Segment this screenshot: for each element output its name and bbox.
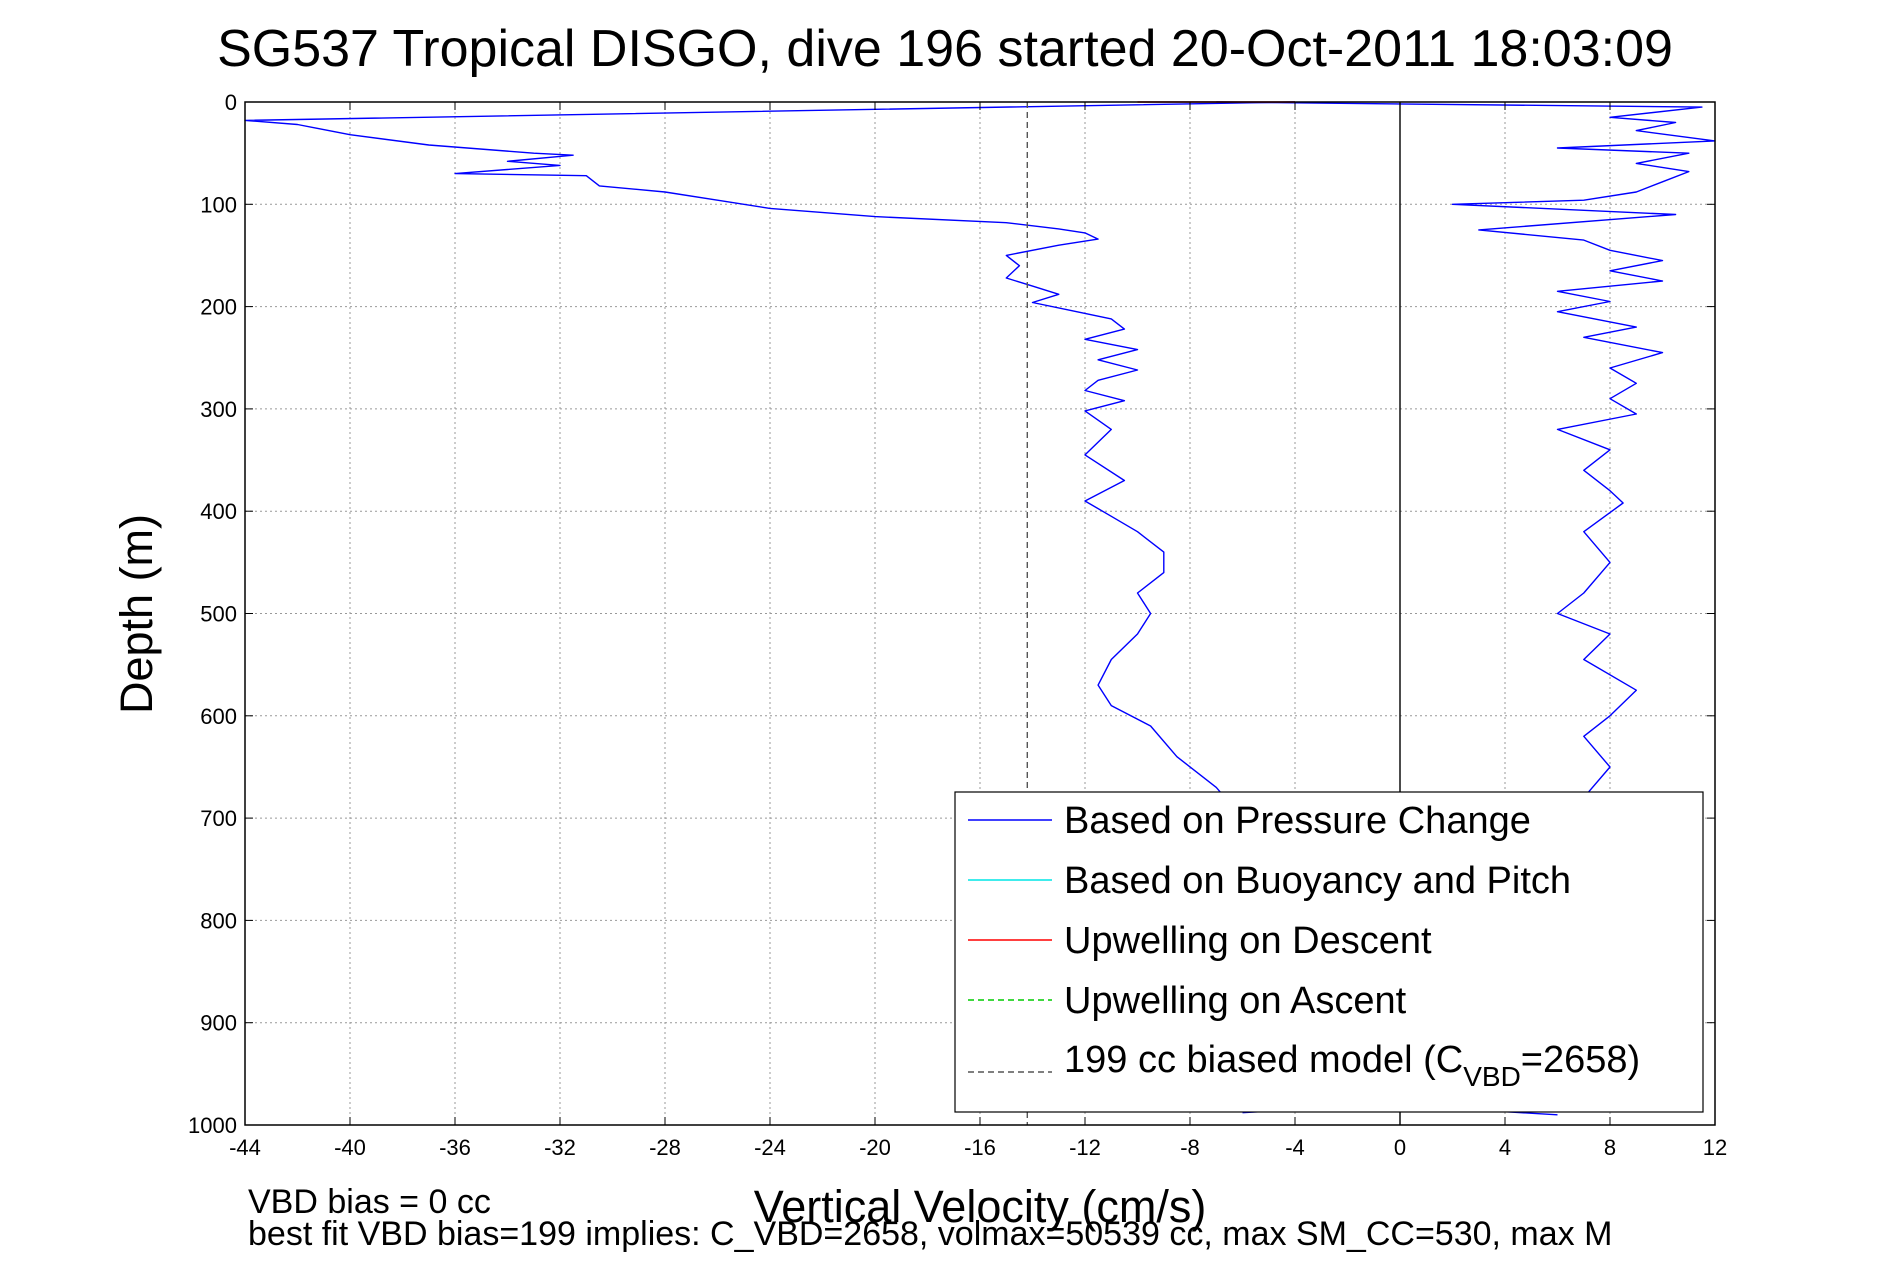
x-tick-label: 8 xyxy=(1604,1135,1616,1160)
x-tick-label: -40 xyxy=(334,1135,366,1160)
x-tick-label: -20 xyxy=(859,1135,891,1160)
x-tick-label: -32 xyxy=(544,1135,576,1160)
x-tick-label: -28 xyxy=(649,1135,681,1160)
y-tick-label: 900 xyxy=(200,1011,237,1036)
y-tick-label: 500 xyxy=(200,602,237,627)
legend-label-ascent: Upwelling on Ascent xyxy=(1064,980,1407,1022)
y-tick-label: 800 xyxy=(200,908,237,933)
y-tick-label: 100 xyxy=(200,192,237,217)
x-tick-label: -44 xyxy=(229,1135,261,1160)
legend: Based on Pressure Change Based on Buoyan… xyxy=(954,791,1704,1113)
y-axis-label: Depth (m) xyxy=(111,514,162,714)
y-tick-label: 1000 xyxy=(188,1113,237,1138)
x-tick-label: -4 xyxy=(1285,1135,1305,1160)
legend-label-buoyancy: Based on Buoyancy and Pitch xyxy=(1064,860,1571,902)
y-tick-label: 400 xyxy=(200,499,237,524)
series-line-0 xyxy=(244,101,1375,1114)
x-axis-ticks: -44 -40 -36 -32 -28 -24 -20 -16 -12 -8 -4 0 4 8 12 xyxy=(229,102,1727,1160)
series-line-1 xyxy=(1216,101,1716,1116)
legend-label-model-tail: =2658) xyxy=(1521,1039,1640,1081)
y-tick-label: 600 xyxy=(200,704,237,729)
x-tick-label: 0 xyxy=(1394,1135,1406,1160)
y-tick-label: 0 xyxy=(225,90,237,115)
legend-label-model: 199 cc biased model (CVBD=2658) xyxy=(1064,1039,1640,1092)
legend-label-pressure: Based on Pressure Change xyxy=(1064,800,1531,842)
x-tick-label: -24 xyxy=(754,1135,786,1160)
legend-box xyxy=(954,791,1704,1113)
x-tick-label: 4 xyxy=(1499,1135,1511,1160)
x-tick-label: -36 xyxy=(439,1135,471,1160)
x-tick-label: -12 xyxy=(1069,1135,1101,1160)
x-tick-label: 12 xyxy=(1703,1135,1727,1160)
legend-label-descent: Upwelling on Descent xyxy=(1064,920,1432,962)
chart-title: SG537 Tropical DISGO, dive 196 started 2… xyxy=(217,20,1673,78)
annotation-best-fit: best fit VBD bias=199 implies: C_VBD=265… xyxy=(248,1215,1612,1253)
legend-label-model-sub: VBD xyxy=(1463,1061,1521,1092)
annotation-vbd-bias: VBD bias = 0 cc xyxy=(248,1183,491,1221)
y-tick-label: 200 xyxy=(200,295,237,320)
y-tick-label: 300 xyxy=(200,397,237,422)
y-tick-label: 700 xyxy=(200,806,237,831)
legend-label-model-main: 199 cc biased model (C xyxy=(1064,1039,1463,1081)
y-axis-ticks: 0 100 200 300 400 500 600 700 800 900 1000 xyxy=(188,90,1715,1138)
x-tick-label: -16 xyxy=(964,1135,996,1160)
x-tick-label: -8 xyxy=(1180,1135,1200,1160)
x-axis-label: Vertical Velocity (cm/s) xyxy=(754,1181,1207,1232)
